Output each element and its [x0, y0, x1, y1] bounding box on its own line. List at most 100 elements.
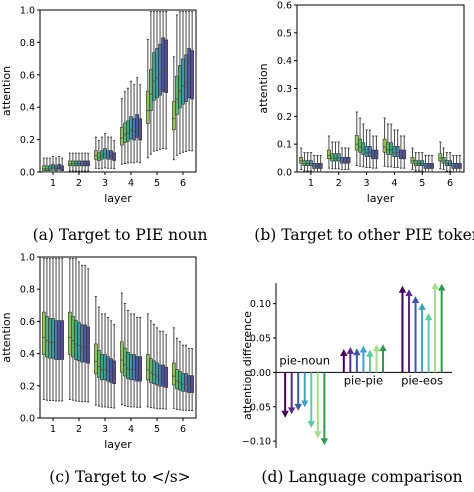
panel-caption: (c) Target to </s>	[49, 468, 190, 486]
box	[94, 150, 98, 160]
box	[382, 138, 387, 153]
box	[74, 160, 78, 167]
y-tick-label: 0.0	[20, 414, 35, 425]
box	[129, 354, 133, 381]
box	[86, 326, 90, 364]
axes-frame	[39, 256, 197, 419]
x-axis-label: layer	[104, 192, 132, 205]
y-tick-label: 0.2	[277, 112, 292, 123]
box	[158, 43, 162, 96]
y-axis-label: attention	[257, 63, 270, 113]
box	[83, 324, 87, 363]
box	[302, 160, 307, 166]
x-tick-label: 4	[391, 178, 397, 189]
box	[94, 343, 98, 374]
x-tick-label: 3	[102, 178, 108, 189]
panel-c: 0.0 0.2 0.4 0.6 0.8 1.0 1 2 3 4 5 6 layer attention (c…	[0, 253, 197, 486]
box	[146, 354, 150, 381]
box	[51, 318, 55, 359]
y-tick-label: 0.00	[250, 368, 271, 379]
box	[77, 160, 81, 167]
y-tick-label: 1.0	[20, 6, 35, 17]
arrow-head	[366, 349, 374, 357]
box	[100, 150, 104, 160]
box	[109, 358, 113, 383]
y-tick-label: 0.1	[277, 140, 292, 151]
box	[190, 50, 194, 100]
x-tick-label: 6	[447, 178, 453, 189]
box	[120, 126, 124, 146]
box	[152, 360, 156, 384]
panel-caption: (a) Target to PIE noun	[33, 226, 208, 244]
box	[385, 142, 390, 155]
box	[361, 142, 366, 155]
box	[354, 135, 359, 151]
box	[100, 354, 104, 381]
box	[42, 311, 46, 355]
box	[155, 362, 159, 386]
arrow-head	[301, 400, 309, 408]
box	[164, 39, 168, 93]
box	[451, 163, 456, 169]
box	[172, 101, 176, 131]
box	[312, 163, 317, 169]
box	[74, 320, 78, 360]
arrow-head	[398, 285, 407, 293]
y-tick-label: 0.4	[20, 349, 35, 360]
arrow-head	[405, 289, 413, 297]
y-tick-label: 0.0	[277, 168, 292, 179]
arrow-head	[340, 349, 348, 356]
box	[71, 160, 75, 167]
box	[333, 153, 338, 162]
box	[410, 157, 415, 164]
box	[42, 165, 46, 172]
box	[340, 157, 344, 164]
box	[399, 149, 403, 160]
box	[389, 142, 394, 155]
box	[181, 58, 185, 105]
box	[308, 160, 313, 166]
x-axis-label: layer	[367, 192, 395, 205]
box	[187, 375, 191, 393]
arrow-head	[320, 438, 329, 446]
box	[71, 316, 75, 358]
box	[45, 316, 49, 358]
y-tick-label: 0.5	[277, 28, 292, 39]
arrow-head	[314, 431, 322, 439]
box	[132, 354, 136, 381]
box	[315, 163, 320, 169]
box	[112, 152, 116, 161]
box	[77, 322, 81, 362]
x-tick-label: 1	[50, 424, 56, 435]
y-tick-label: 0.0	[20, 168, 35, 179]
box	[161, 37, 165, 92]
y-tick-label: −0.05	[242, 402, 271, 413]
box	[103, 354, 107, 381]
x-tick-label: 3	[102, 424, 108, 435]
y-tick-label: 0.4	[20, 103, 35, 114]
axes-frame	[296, 4, 465, 173]
arrow-head	[353, 348, 361, 356]
box	[457, 163, 462, 169]
box	[367, 146, 372, 157]
box	[112, 360, 116, 384]
box	[138, 356, 142, 382]
box	[60, 320, 64, 360]
box	[48, 165, 52, 172]
box	[80, 324, 84, 363]
box	[45, 165, 49, 172]
arrow-head	[307, 421, 315, 429]
x-tick-label: 2	[76, 424, 82, 435]
x-tick-label: 3	[364, 178, 370, 189]
box	[135, 356, 139, 382]
box	[158, 364, 162, 387]
panel-caption: (b) Target to other PIE tokens	[254, 226, 474, 244]
box	[68, 311, 72, 355]
box	[152, 52, 156, 101]
box	[364, 146, 369, 157]
y-tick-label: 0.6	[20, 317, 35, 328]
panel-b: 0.0 0.1 0.2 0.3 0.4 0.5 0.6 1 2 3 4 5 6 layer attentio…	[254, 1, 474, 245]
y-axis-label: attention difference	[241, 311, 254, 420]
box	[132, 118, 136, 141]
box	[54, 320, 58, 360]
